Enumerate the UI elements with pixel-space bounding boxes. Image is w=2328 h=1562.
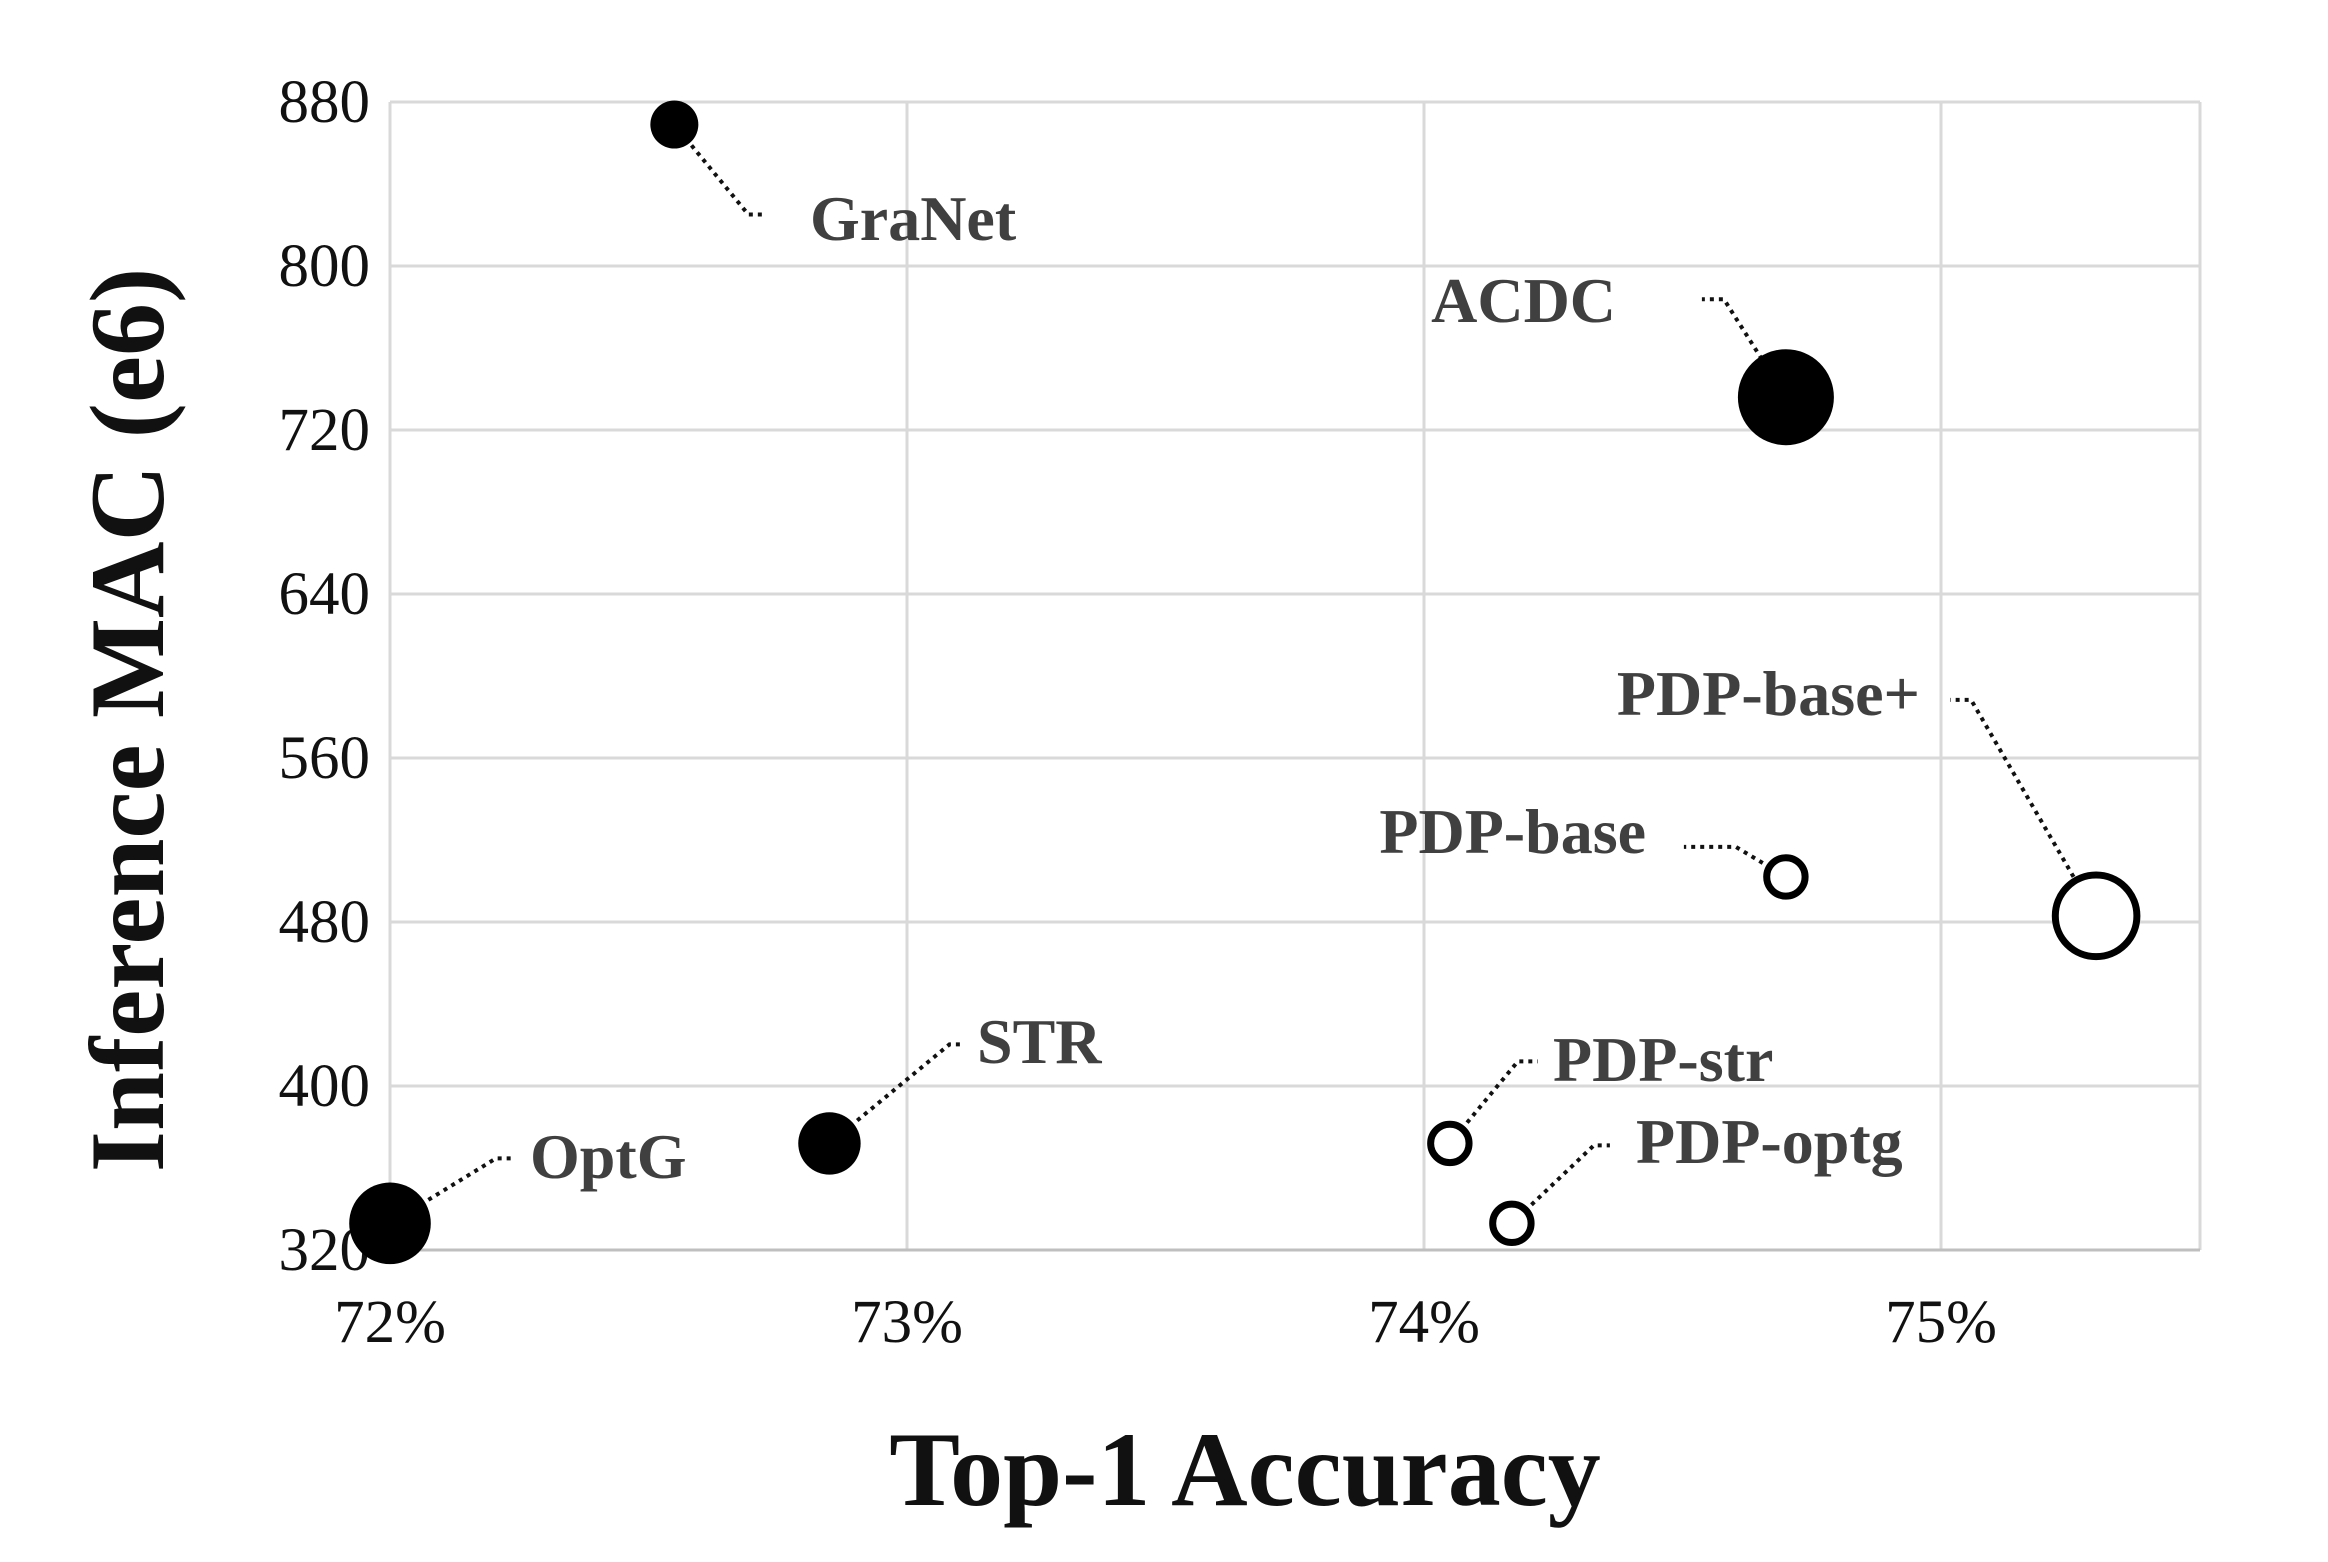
leader-line-optg (388, 1156, 514, 1226)
point-label-acdc: ACDC (1431, 265, 1616, 336)
y-tick-label: 560 (279, 725, 371, 792)
point-label-str: STR (977, 1006, 1102, 1077)
y-axis-title: Inference MAC (e6) (69, 268, 186, 1173)
data-point-optg (349, 1182, 431, 1265)
x-tick-label: 73% (851, 1289, 963, 1356)
x-tick-label: 74% (1368, 1289, 1480, 1356)
leader-line-pdp-optg (1510, 1143, 1610, 1225)
point-label-optg: OptG (530, 1121, 686, 1192)
grid (388, 100, 2202, 1252)
point-label-granet: GraNet (810, 183, 1017, 254)
data-point-pdp-base (2051, 871, 2141, 961)
y-tick-label: 800 (279, 233, 371, 300)
data-points (349, 100, 2141, 1265)
x-tick-label: 75% (1885, 1289, 1997, 1356)
point-label-pdp-str: PDP-str (1553, 1024, 1773, 1095)
data-point-pdp-base (1763, 854, 1809, 900)
x-tick-label: 72% (334, 1289, 446, 1356)
leader-line-pdp-str (1448, 1059, 1538, 1145)
y-tick-label: 880 (279, 69, 371, 136)
y-tick-label: 480 (279, 889, 371, 956)
y-tick-label: 400 (279, 1053, 371, 1120)
x-axis-title: Top-1 Accuracy (889, 1411, 1601, 1528)
data-point-pdp-str (1427, 1120, 1473, 1167)
data-point-str (798, 1112, 861, 1175)
y-tick-label: 720 (279, 397, 371, 464)
point-labels: GraNet ACDC PDP-base+ PDP-base STR PDP-str Opt… (530, 183, 1920, 1192)
data-point-granet (650, 100, 699, 149)
point-label-pdp-optg: PDP-optg (1636, 1106, 1903, 1177)
point-label-pdp-base: PDP-base (1379, 796, 1646, 867)
leader-line-str (828, 1042, 965, 1145)
data-point-pdp-optg (1489, 1200, 1535, 1247)
leader-line-pdp-base (1950, 697, 2098, 917)
y-tick-label: 640 (279, 561, 371, 628)
leader-line-granet (672, 123, 763, 217)
data-point-acdc (1737, 349, 1834, 446)
point-label-pdp-base: PDP-base+ (1617, 658, 1920, 729)
